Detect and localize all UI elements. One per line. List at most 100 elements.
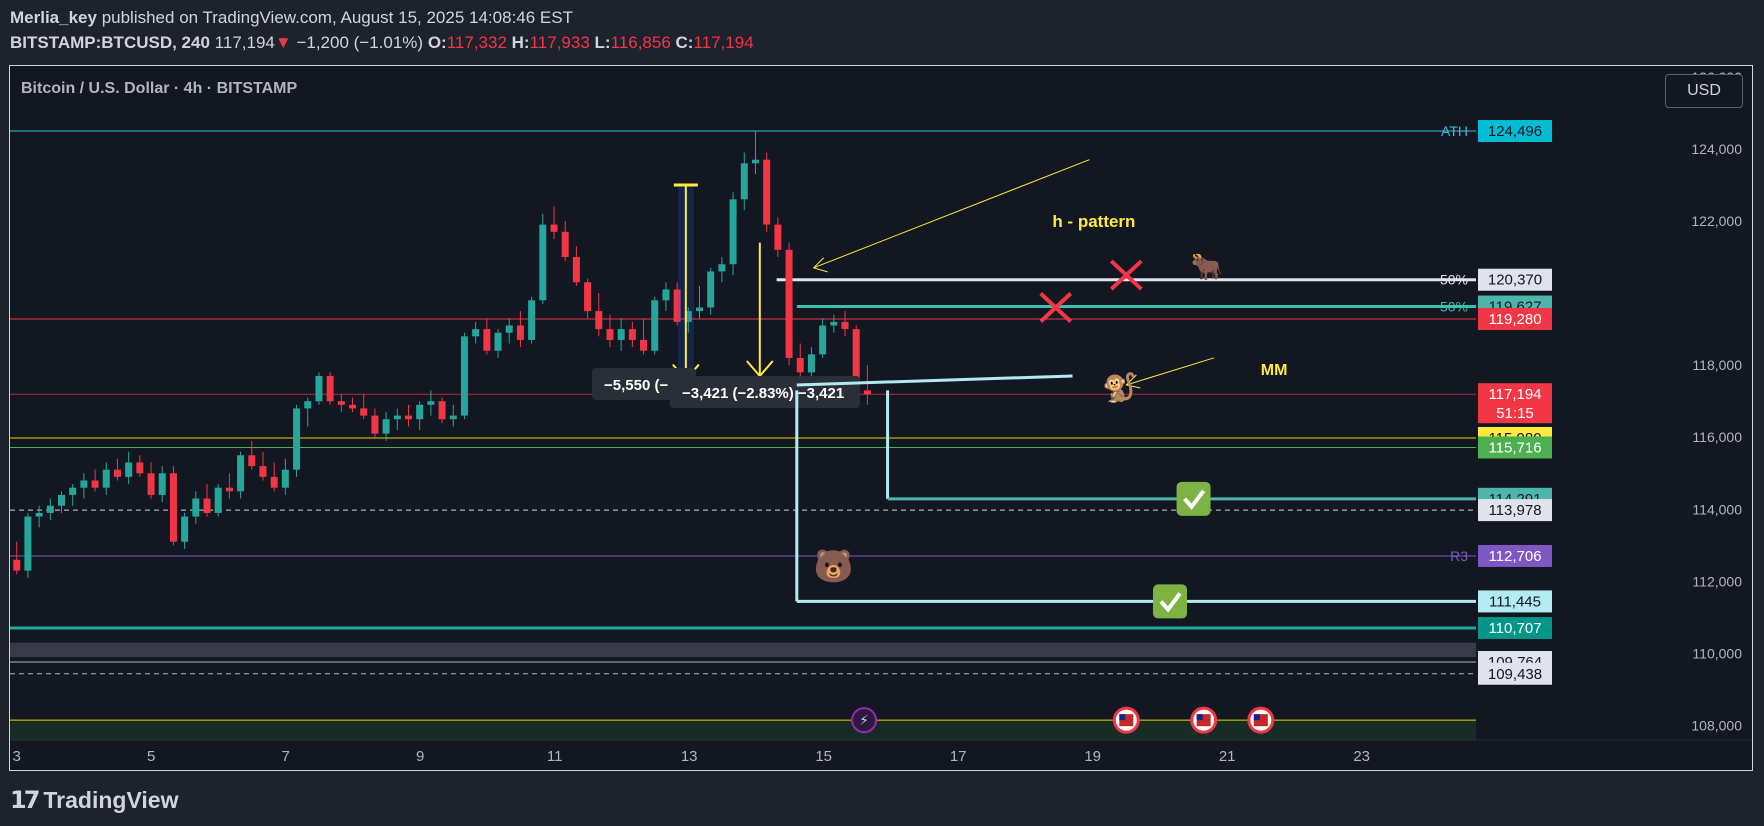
candle <box>740 163 748 200</box>
low-value: 116,856 <box>610 33 671 52</box>
candle <box>572 257 580 283</box>
high-value: 117,933 <box>529 33 590 52</box>
candle <box>360 408 368 416</box>
price-badge-text: 109,438 <box>1488 666 1542 683</box>
bull-icon: 🐂 <box>1191 252 1223 282</box>
candle <box>147 473 155 495</box>
price-badge <box>1478 268 1552 291</box>
candle <box>617 329 625 340</box>
candle <box>628 329 636 340</box>
x-tick-label: 17 <box>950 748 967 765</box>
candle <box>192 498 200 517</box>
lightning-icon <box>851 707 878 734</box>
h-pattern-label: h - pattern <box>1052 212 1135 231</box>
candle <box>337 401 345 405</box>
candle <box>550 224 558 232</box>
measure-label-1: −5,550 (− <box>604 377 668 394</box>
lightning-icon: ⚡ <box>859 712 869 728</box>
candle <box>751 159 759 164</box>
green-check-icon <box>1159 592 1182 613</box>
candle <box>24 516 32 571</box>
y-tick-label: 110,000 <box>1692 645 1742 661</box>
author[interactable]: Merlia_key <box>10 8 97 27</box>
price-badge-text: 124,496 <box>1488 123 1542 140</box>
candle <box>640 339 648 351</box>
high-label: H: <box>511 33 530 52</box>
x-tick-label: 21 <box>1219 748 1236 765</box>
measure-label-2: −3,421 (−2.83%) −3,421 <box>682 385 844 402</box>
candle <box>237 455 245 492</box>
candle <box>763 159 771 225</box>
down-arrow-icon: ▼ <box>274 33 292 52</box>
candle <box>505 325 513 333</box>
hline-label-2: 50% <box>1440 299 1468 315</box>
candle <box>472 329 480 337</box>
monkey-icon: 🐒 <box>1102 371 1137 404</box>
candle <box>852 329 860 391</box>
low-label: L: <box>594 33 611 52</box>
candle <box>169 473 177 542</box>
green-check-icon <box>1153 584 1188 619</box>
candle <box>214 487 222 513</box>
us-flag-icon <box>1196 714 1203 721</box>
us-flag-icon <box>1253 714 1260 721</box>
candle <box>281 469 289 488</box>
support-zone <box>10 720 1476 740</box>
footer-brand[interactable]: 𝟭𝟳 TradingView <box>10 786 178 815</box>
candle <box>662 289 670 301</box>
price-badge <box>1478 383 1552 424</box>
y-tick-label: 118,000 <box>1692 357 1742 373</box>
candle <box>158 473 166 495</box>
candle <box>584 282 592 312</box>
candle <box>796 357 804 373</box>
y-tick-label: 108,000 <box>1691 718 1742 734</box>
last-price: 117,194 <box>214 33 275 52</box>
bear-icon: 🐻 <box>814 547 854 584</box>
price-badge <box>1478 544 1552 567</box>
currency-button[interactable]: USD <box>1665 74 1743 108</box>
trend-arrow <box>812 257 828 273</box>
candle <box>404 415 412 420</box>
chart-title: Bitcoin / U.S. Dollar · 4h · BITSTAMP <box>21 80 297 97</box>
price-change: −1,200 (−1.01%) <box>296 33 424 52</box>
close-label: C: <box>675 33 694 52</box>
y-tick-label: 122,000 <box>1691 213 1742 229</box>
price-badge-text: 111,445 <box>1489 593 1541 610</box>
price-badge <box>1478 617 1552 640</box>
candle <box>651 300 659 351</box>
price-badge <box>1478 590 1552 613</box>
countdown-text: 51:15 <box>1496 405 1534 422</box>
candle <box>460 336 468 416</box>
price-badge <box>1478 436 1552 459</box>
candle <box>91 480 99 488</box>
publish-line: Merlia_key published on TradingView.com,… <box>10 8 573 28</box>
price-badge <box>1478 120 1552 143</box>
candle <box>102 469 110 488</box>
candle <box>819 325 827 355</box>
candle <box>293 408 301 470</box>
hline-label-1: 50% <box>1440 272 1468 288</box>
chart-frame[interactable]: Bitcoin / U.S. Dollar · 4h · BITSTAMP ATH… <box>9 65 1753 771</box>
symbol: BITSTAMP:BTCUSD, 240 <box>10 33 210 52</box>
price-badge-text: 117,194 <box>1488 386 1541 403</box>
price-chart[interactable]: Bitcoin / U.S. Dollar · 4h · BITSTAMP ATH… <box>10 66 1752 770</box>
price-badge <box>1478 662 1552 685</box>
candle <box>606 329 614 340</box>
candle <box>203 498 211 513</box>
candle <box>315 375 323 402</box>
candle <box>595 311 603 330</box>
candle <box>371 415 379 434</box>
x-tick-label: 3 <box>13 748 21 765</box>
candle <box>785 249 793 358</box>
published-text: published on TradingView.com, August 15,… <box>101 8 573 27</box>
y-tick-label: 116,000 <box>1692 429 1742 445</box>
candle <box>696 307 704 312</box>
candle <box>438 401 446 420</box>
x-tick-label: 23 <box>1353 748 1370 765</box>
x-tick-label: 7 <box>282 748 290 765</box>
candle <box>684 311 692 322</box>
candle <box>382 419 390 434</box>
candle <box>427 401 435 405</box>
y-tick-label: 114,000 <box>1692 501 1742 517</box>
candle <box>259 466 267 477</box>
